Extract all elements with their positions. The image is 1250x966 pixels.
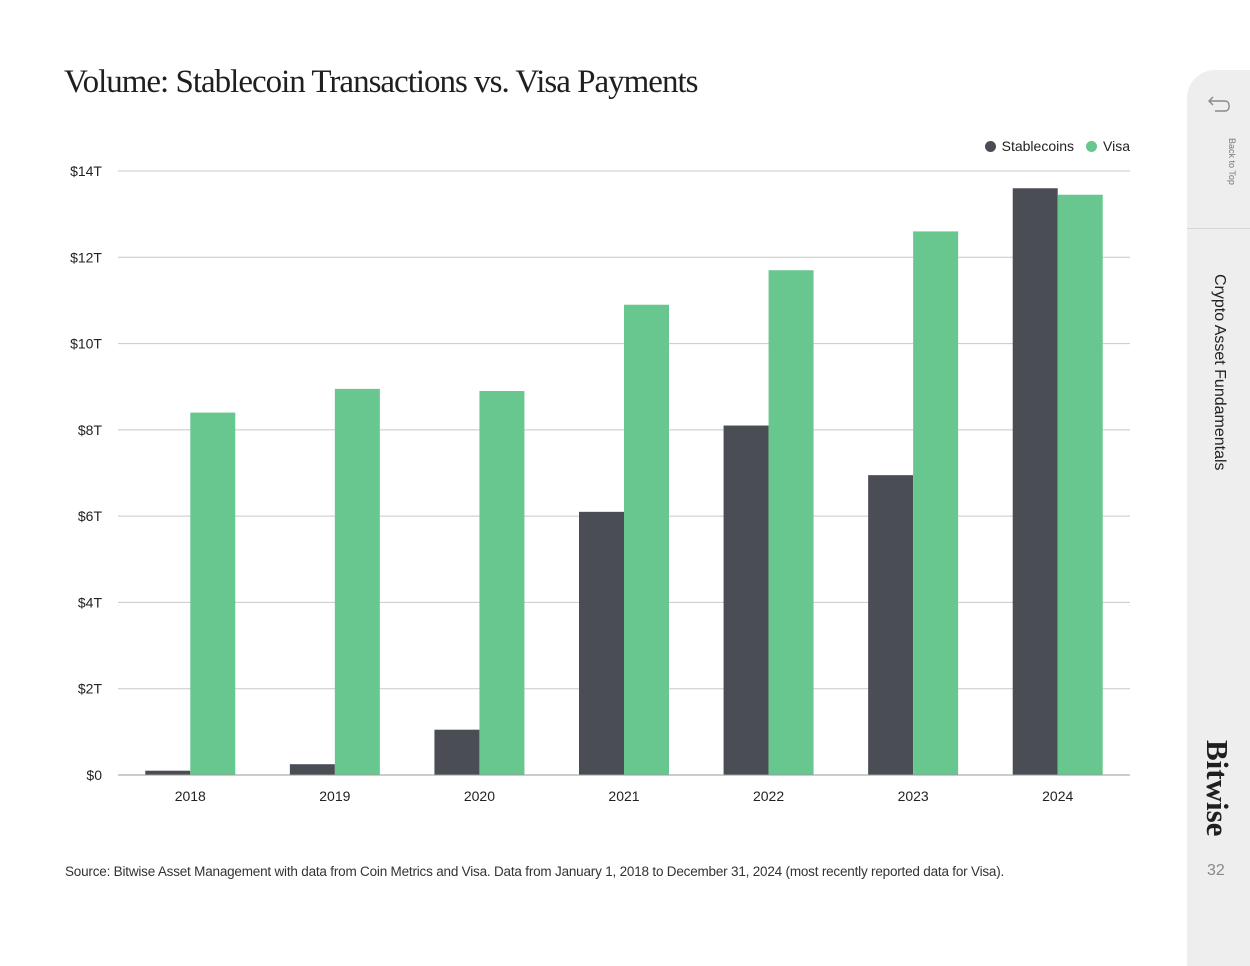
x-tick-label: 2023 bbox=[898, 788, 929, 804]
bar-stablecoins-2020 bbox=[434, 729, 480, 775]
brand-logo: Bitwise bbox=[1200, 740, 1235, 837]
source-note: Source: Bitwise Asset Management with da… bbox=[65, 864, 1005, 879]
y-tick-label: $2T bbox=[78, 681, 103, 697]
y-tick-label: $14T bbox=[70, 163, 102, 179]
section-label: Crypto Asset Fundamentals bbox=[1211, 274, 1228, 471]
bar-visa-2022 bbox=[768, 270, 814, 775]
y-tick-label: $6T bbox=[78, 508, 103, 524]
return-arrow-icon bbox=[1207, 94, 1231, 119]
y-tick-label: $0 bbox=[86, 767, 102, 783]
y-tick-label: $12T bbox=[70, 249, 102, 265]
bar-visa-2023 bbox=[913, 231, 959, 775]
legend-swatch-visa bbox=[1086, 140, 1098, 152]
bar-visa-2019 bbox=[334, 388, 380, 775]
bar-stablecoins-2021 bbox=[579, 511, 624, 775]
bar-stablecoins-2018 bbox=[145, 770, 191, 775]
bar-chart: $0 $2T $4T $6T $8T $10T $12T $14T 2018 2019 2020 20… bbox=[70, 163, 1130, 804]
bar-stablecoins-2019 bbox=[289, 764, 335, 775]
x-tick-label: 2021 bbox=[608, 788, 639, 804]
back-to-top-label: Back to Top bbox=[1227, 138, 1237, 185]
back-to-top-button[interactable]: Back to Top bbox=[1187, 70, 1250, 229]
bar-stablecoins-2024 bbox=[1012, 188, 1058, 775]
page-number: 32 bbox=[1207, 862, 1225, 879]
bar-visa-2021 bbox=[624, 304, 669, 775]
sidebar: Back to Top Crypto Asset Fundamentals Bi… bbox=[1187, 70, 1250, 966]
bar-visa-2024 bbox=[1057, 194, 1103, 775]
chart-legend: Stablecoins Visa bbox=[984, 138, 1130, 154]
bar-stablecoins-2023 bbox=[868, 475, 914, 775]
legend-swatch-stablecoins bbox=[984, 140, 996, 152]
x-tick-label: 2024 bbox=[1042, 788, 1073, 804]
x-tick-label: 2018 bbox=[175, 788, 206, 804]
legend-label-stablecoins: Stablecoins bbox=[1001, 138, 1075, 154]
x-tick-label: 2020 bbox=[464, 788, 495, 804]
bar-visa-2020 bbox=[479, 391, 525, 775]
bar-stablecoins-2022 bbox=[723, 425, 769, 775]
x-tick-label: 2019 bbox=[319, 788, 350, 804]
bar-visa-2018 bbox=[190, 412, 236, 775]
y-tick-label: $10T bbox=[70, 336, 102, 352]
y-tick-label: $4T bbox=[78, 594, 103, 610]
x-tick-label: 2022 bbox=[753, 788, 784, 804]
legend-item-visa: Visa bbox=[1086, 138, 1130, 154]
y-tick-label: $8T bbox=[78, 422, 103, 438]
legend-item-stablecoins: Stablecoins bbox=[984, 138, 1075, 154]
legend-label-visa: Visa bbox=[1103, 138, 1130, 154]
chart-title: Volume: Stablecoin Transactions vs. Visa… bbox=[64, 64, 698, 100]
